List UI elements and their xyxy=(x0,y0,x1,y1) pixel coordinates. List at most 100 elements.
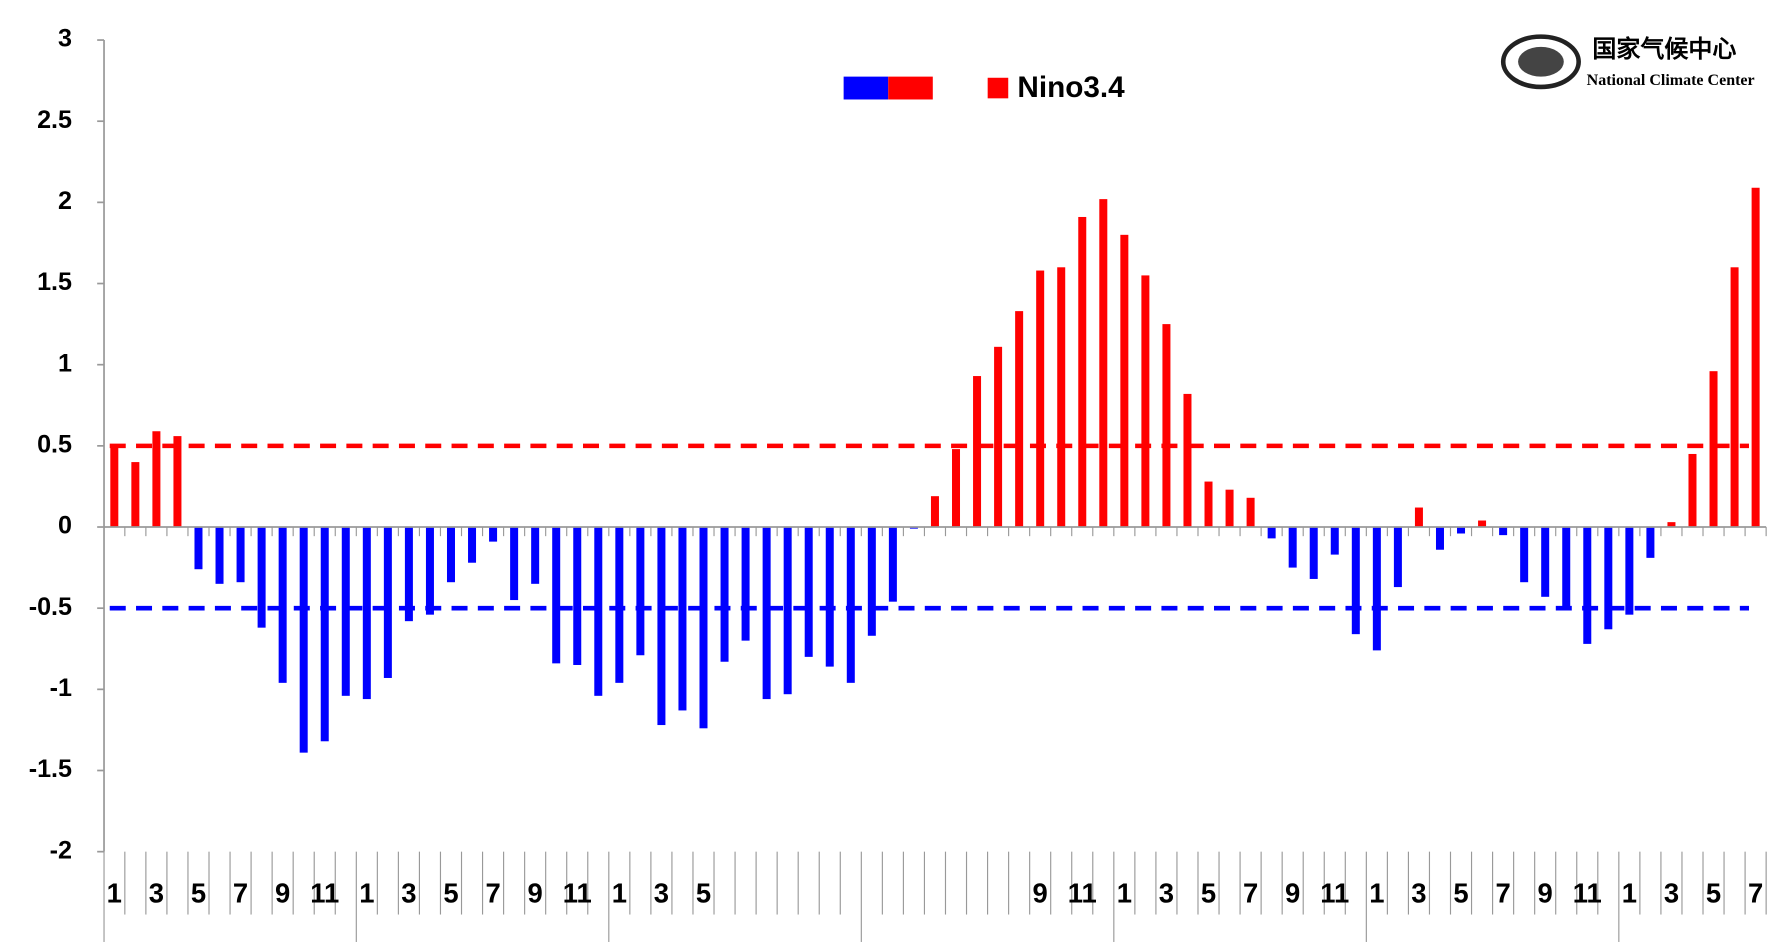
bar xyxy=(1730,267,1739,528)
x-tick-label: 3 xyxy=(401,877,416,908)
x-tick-label: 9 xyxy=(275,877,290,908)
bar xyxy=(1036,270,1045,528)
x-tick-label: 1 xyxy=(1117,877,1132,908)
bar xyxy=(1541,527,1550,597)
x-tick-label: 9 xyxy=(1285,877,1300,908)
bar xyxy=(1246,497,1255,528)
bar xyxy=(804,527,813,657)
bar xyxy=(657,527,666,726)
bar xyxy=(615,527,624,683)
bar xyxy=(1457,527,1466,534)
bar xyxy=(741,527,750,641)
bar xyxy=(446,527,455,583)
bar xyxy=(404,527,413,622)
bar xyxy=(888,527,897,602)
bar xyxy=(762,527,771,700)
bar xyxy=(867,527,876,636)
y-tick-label: 0.5 xyxy=(37,430,72,458)
y-tick-label: 2 xyxy=(58,187,72,215)
bar xyxy=(173,436,182,528)
x-tick-label: 7 xyxy=(485,877,500,908)
bar xyxy=(278,527,287,683)
x-tick-label: 5 xyxy=(1201,877,1216,908)
bar xyxy=(1141,275,1150,528)
x-tick-label: 5 xyxy=(696,877,711,908)
legend: Nino3.4 xyxy=(843,71,1125,104)
bar xyxy=(636,527,645,656)
logo-name-en: National Climate Center xyxy=(1587,72,1755,89)
bar xyxy=(383,527,392,678)
bar xyxy=(152,431,161,528)
bar xyxy=(1309,527,1318,579)
x-tick-label: 7 xyxy=(1243,877,1258,908)
y-tick-label: -0.5 xyxy=(29,593,72,621)
bar xyxy=(215,527,224,584)
x-tick-label: 5 xyxy=(191,877,206,908)
x-tick-label: 1 xyxy=(359,877,374,908)
bar xyxy=(1520,527,1529,583)
legend-swatch xyxy=(987,77,1009,99)
bar xyxy=(1499,527,1508,536)
bar xyxy=(1562,527,1571,609)
bar xyxy=(994,346,1003,528)
x-tick-label: 7 xyxy=(1495,877,1510,908)
bar xyxy=(1267,527,1276,539)
y-tick-label: 1 xyxy=(58,349,72,377)
bar xyxy=(489,527,498,542)
x-tick-label: 7 xyxy=(1748,877,1763,908)
x-tick-label: 11 xyxy=(1320,877,1349,908)
logo-name-cn: 国家气候中心 xyxy=(1592,34,1736,63)
bar xyxy=(1435,527,1444,550)
bar xyxy=(1057,267,1066,528)
y-tick-label: 3 xyxy=(58,25,72,53)
bar xyxy=(1583,527,1592,644)
bar xyxy=(930,496,939,528)
x-tick-label: 3 xyxy=(1664,877,1679,908)
bar xyxy=(1478,520,1487,528)
y-tick-label: -2 xyxy=(50,836,72,864)
bar xyxy=(825,527,834,667)
bar xyxy=(236,527,245,583)
bar xyxy=(1162,324,1171,528)
logo-emblem xyxy=(1500,34,1581,90)
y-tick-label: 2.5 xyxy=(37,106,72,134)
bar xyxy=(678,527,687,711)
bar xyxy=(1414,507,1423,528)
bar xyxy=(510,527,519,601)
x-tick-label: 3 xyxy=(1159,877,1174,908)
y-tick-label: -1.5 xyxy=(29,755,72,783)
bar xyxy=(720,527,729,662)
bar xyxy=(1015,311,1024,528)
bar xyxy=(257,527,266,628)
x-tick-label: 7 xyxy=(233,877,248,908)
bar xyxy=(1625,527,1634,615)
bar xyxy=(425,527,434,615)
bar xyxy=(1393,527,1402,588)
x-tick-label: 5 xyxy=(1706,877,1721,908)
legend-swatch-negative xyxy=(843,76,889,100)
bar xyxy=(1646,527,1655,558)
bar xyxy=(131,462,140,528)
x-tick-label: 1 xyxy=(107,877,122,908)
bar xyxy=(1688,453,1697,528)
x-tick-label: 11 xyxy=(310,877,339,908)
bar xyxy=(699,527,708,729)
bar xyxy=(1078,216,1087,528)
bar xyxy=(194,527,203,570)
x-tick-label: 5 xyxy=(1453,877,1468,908)
x-tick-label: 5 xyxy=(443,877,458,908)
bar xyxy=(1351,527,1360,635)
bar xyxy=(846,527,855,683)
x-tick-label: 9 xyxy=(1033,877,1048,908)
x-tick-label: 1 xyxy=(1369,877,1384,908)
bar xyxy=(552,527,561,664)
x-tick-label: 3 xyxy=(149,877,164,908)
bar xyxy=(531,527,540,584)
bar xyxy=(573,527,582,665)
x-tick-label: 3 xyxy=(1411,877,1426,908)
bar xyxy=(1099,199,1108,528)
bar xyxy=(1604,527,1613,630)
y-tick-label: 1.5 xyxy=(37,268,72,296)
bar xyxy=(468,527,477,563)
